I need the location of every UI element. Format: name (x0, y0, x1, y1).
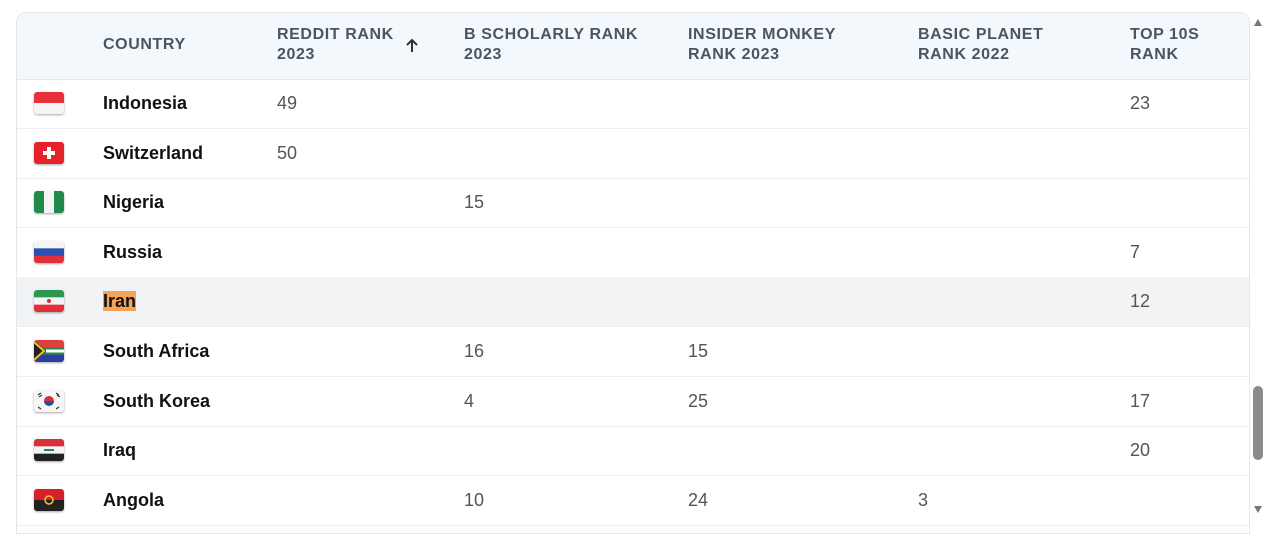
table-row[interactable]: Angola 10 24 3 (17, 476, 1249, 526)
table-row[interactable]: Russia 7 (17, 228, 1249, 278)
table-row[interactable]: South Africa 16 15 (17, 327, 1249, 377)
column-header[interactable]: REDDIT RANK 2023 (277, 26, 394, 63)
rank-cell: 15 (688, 327, 708, 376)
cell-text: Switzerland (103, 142, 204, 163)
rank-cell: 50 (277, 129, 297, 178)
flag-icon (34, 488, 64, 511)
rank-cell: 20 (1130, 426, 1150, 475)
cell-text: Nigeria (103, 192, 165, 213)
flag-icon (34, 439, 64, 462)
table-header: COUNTRY REDDIT RANK 2023 B SCHOLARLY RANK … (17, 13, 1249, 80)
table-row[interactable]: Iraq 20 (17, 426, 1249, 477)
rank-cell: 25 (688, 377, 708, 426)
cell-text: Iraq (103, 440, 137, 461)
cell-text: 17 (1130, 390, 1151, 411)
cell-text: Russia (103, 241, 163, 262)
flag-icon (34, 389, 64, 412)
cell-text: South Africa (103, 341, 210, 361)
country-name: Nigeria (103, 178, 164, 227)
rank-cell: 10 (464, 476, 484, 525)
cell-text: Indonesia (103, 93, 188, 113)
country-name: Iran (103, 277, 137, 326)
flag-icon (34, 290, 64, 313)
rank-cell: 3 (918, 476, 928, 525)
cell-text: 4 (464, 390, 475, 411)
rank-cell: 24 (688, 476, 708, 525)
table-row[interactable]: Nigeria 15 (17, 178, 1249, 229)
rank-cell: 12 (1130, 277, 1150, 326)
cell-text: 12 (1130, 291, 1151, 312)
rank-cell: 7 (1130, 228, 1140, 277)
column-header[interactable]: INSIDER MONKEY RANK 2023 (688, 26, 836, 63)
country-name: Indonesia (103, 79, 187, 128)
country-name: South Korea (103, 377, 210, 426)
column-header[interactable]: TOP 10S RANK (1130, 26, 1200, 63)
flag-icon (34, 240, 64, 263)
cell-text: Iran (103, 291, 137, 312)
rank-cell: 17 (1130, 377, 1150, 426)
table-row[interactable]: Switzerland 50 (17, 129, 1249, 179)
rank-cell: 49 (277, 79, 297, 128)
cell-text: 3 (918, 489, 929, 510)
rank-cell: 16 (464, 327, 484, 376)
cell-text: 23 (1130, 93, 1151, 113)
cell-text: 49 (277, 93, 298, 113)
column-header[interactable]: COUNTRY (103, 36, 186, 53)
country-name: Russia (103, 228, 162, 277)
table-row[interactable]: South Korea 4 25 17 (17, 377, 1249, 427)
cell-text: 15 (688, 341, 709, 361)
country-name: Switzerland (103, 129, 203, 178)
cell-text: 50 (277, 142, 298, 163)
cell-text: 16 (464, 341, 485, 361)
table: COUNTRY REDDIT RANK 2023 B SCHOLARLY RANK … (16, 12, 1250, 534)
cell-text: 20 (1130, 440, 1151, 461)
rank-cell: 15 (464, 178, 484, 227)
cell-text: 10 (464, 489, 485, 510)
cell-text: 24 (688, 489, 709, 510)
country-name: Iraq (103, 426, 136, 475)
cell-text: South Korea (103, 390, 211, 411)
country-name: Angola (103, 476, 164, 525)
sort-icon[interactable] (405, 38, 419, 54)
flag-icon (34, 340, 64, 362)
scrollbar[interactable] (1250, 12, 1266, 520)
cell-text: 25 (688, 390, 709, 411)
flag-icon (34, 92, 64, 114)
country-name: South Africa (103, 327, 209, 376)
flag-icon (34, 141, 64, 164)
cell-text: Angola (103, 489, 164, 510)
column-header[interactable]: B SCHOLARLY RANK 2023 (464, 26, 639, 63)
flag-icon (34, 191, 64, 214)
rank-cell: 23 (1130, 79, 1150, 128)
cell-text: 7 (1130, 241, 1141, 262)
column-header[interactable]: BASIC PLANET RANK 2022 (918, 26, 1044, 63)
table-row[interactable]: Iran 12 (17, 277, 1249, 328)
cell-text: 15 (464, 192, 485, 213)
rank-cell: 4 (464, 377, 474, 426)
table-row[interactable]: Indonesia 49 23 (17, 79, 1249, 129)
